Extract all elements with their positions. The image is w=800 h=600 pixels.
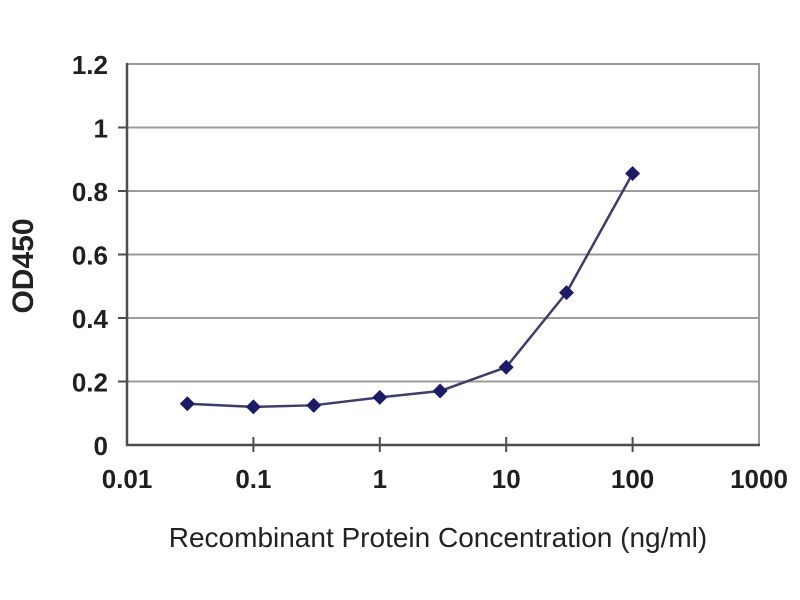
plot-area: 0.01 0.1 1 10 100 1000 0 0.2 0.4 0.6 0.8 1 1.2 [72, 50, 788, 494]
x-tick-label: 0.1 [235, 464, 271, 494]
x-tick-label: 1000 [730, 464, 788, 494]
y-tick-label: 0.4 [72, 304, 109, 334]
x-tick-label: 10 [492, 464, 521, 494]
y-tick-label: 0 [94, 431, 108, 461]
data-point-marker [559, 285, 575, 301]
y-tick-label: 1 [94, 114, 108, 144]
x-tick-label: 1 [373, 464, 387, 494]
x-tick-label: 0.01 [102, 464, 153, 494]
x-tick-label: 100 [611, 464, 654, 494]
series-line [187, 172, 634, 409]
x-axis-title: Recombinant Protein Concentration (ng/ml… [169, 522, 707, 553]
y-tick-label: 0.6 [72, 241, 108, 271]
data-point-marker [179, 396, 195, 412]
data-point-marker [625, 166, 641, 182]
y-tick-label: 0.8 [72, 177, 108, 207]
y-axis-title: OD450 [7, 218, 40, 313]
data-point-marker [306, 397, 322, 413]
y-tick-label: 1.2 [72, 50, 108, 80]
data-point-marker [372, 389, 388, 405]
y-tick-label: 0.2 [72, 368, 108, 398]
data-point-marker [432, 383, 448, 399]
data-point-marker [498, 359, 514, 375]
data-point-marker [245, 399, 261, 415]
